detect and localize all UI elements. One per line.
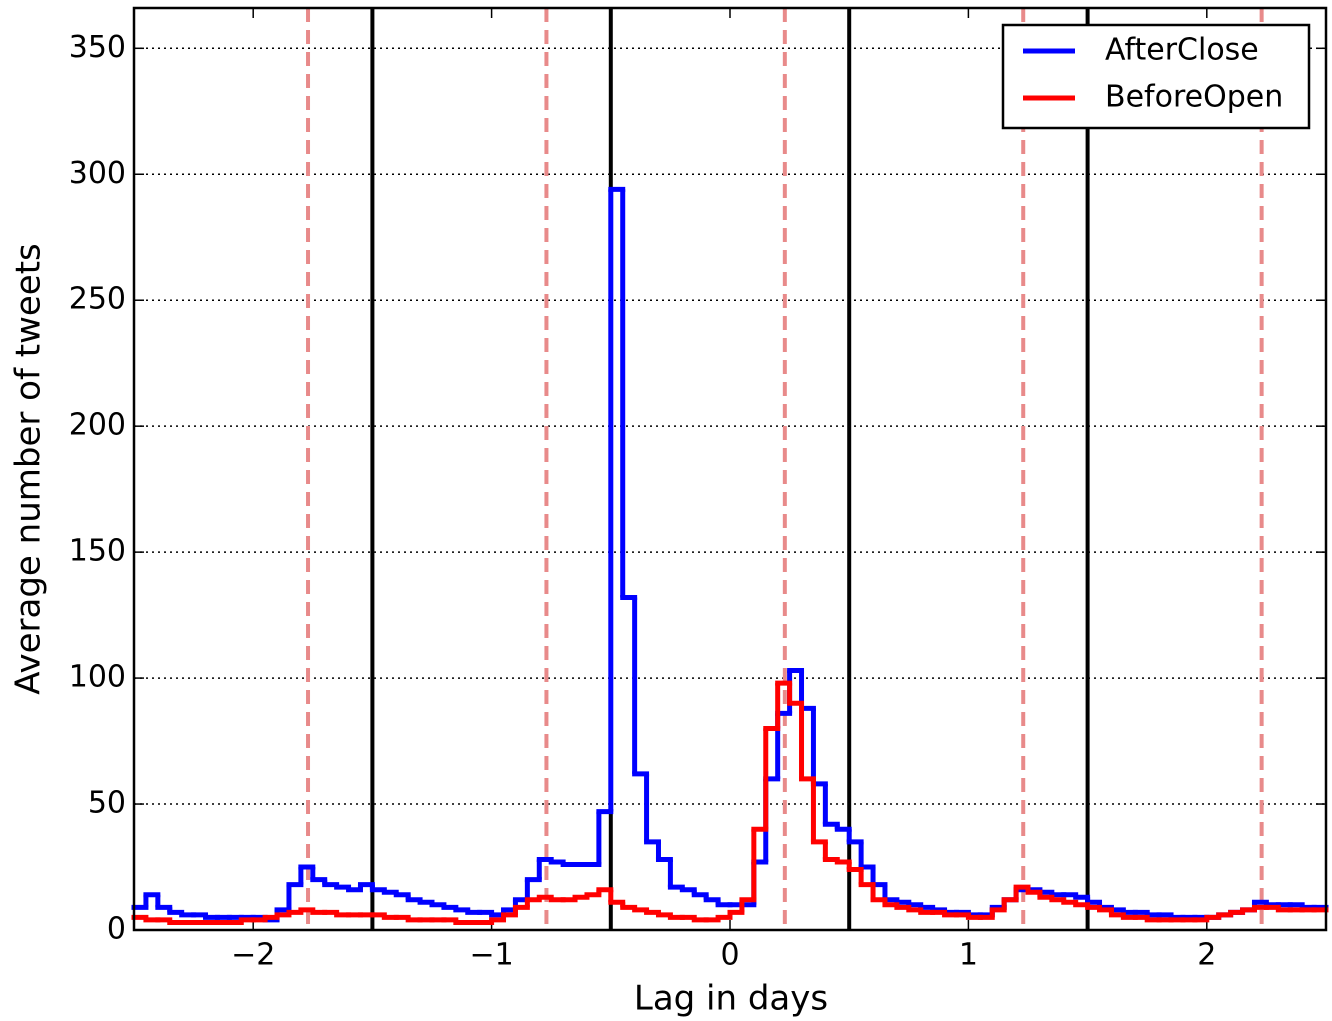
x-tick-label: 1 bbox=[959, 938, 978, 973]
series bbox=[131, 186, 1329, 923]
y-tick-label: 0 bbox=[107, 912, 126, 947]
y-tick-label: 200 bbox=[69, 408, 126, 443]
y-tick-label: 100 bbox=[69, 660, 126, 695]
y-tick-label: 150 bbox=[69, 534, 126, 569]
legend-label: AfterClose bbox=[1105, 33, 1259, 68]
legend-label: BeforeOpen bbox=[1105, 80, 1283, 115]
plot-frame bbox=[132, 6, 1328, 932]
x-tick-label: 0 bbox=[720, 938, 739, 973]
series bbox=[131, 680, 1329, 925]
y-tick-label: 350 bbox=[69, 30, 126, 65]
y-tick-label: 300 bbox=[69, 156, 126, 191]
x-axis-label: Lag in days bbox=[634, 979, 828, 1019]
legend-box bbox=[1001, 23, 1311, 130]
y-tick-label: 50 bbox=[88, 786, 126, 821]
x-tick-label: −2 bbox=[231, 938, 275, 973]
x-tick-label: −1 bbox=[469, 938, 513, 973]
x-tick-label: 2 bbox=[1197, 938, 1216, 973]
y-tick-label: 250 bbox=[69, 282, 126, 317]
y-axis-label: Average number of tweets bbox=[9, 243, 49, 695]
